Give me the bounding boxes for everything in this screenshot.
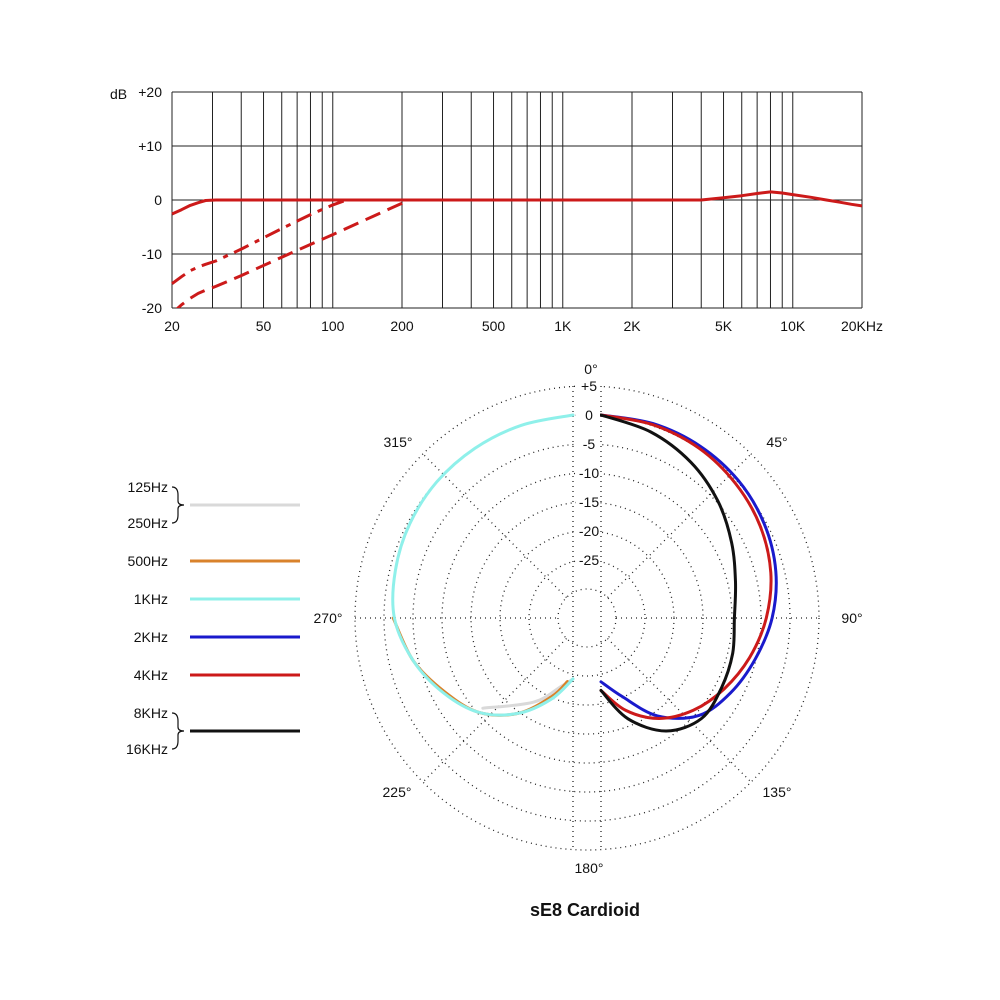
polar-tick-label: 0 [585, 407, 593, 423]
legend-label: 16KHz [126, 741, 168, 757]
frequency-response-line-dashed [175, 198, 702, 308]
legend-brace [171, 712, 185, 750]
x-tick-label: 50 [256, 318, 272, 334]
frequency-response-line-solid [171, 190, 862, 216]
polar-ring [557, 588, 617, 648]
legend-entry: 500Hz [128, 553, 300, 569]
y-tick-label: +10 [138, 138, 162, 154]
polar-ring [528, 559, 646, 677]
polar-response-2khz [599, 413, 778, 720]
polar-response-8khz-16khz [599, 413, 738, 733]
polar-tick-label-bg [576, 552, 600, 568]
legend-label: 250Hz [128, 515, 168, 531]
y-tick-label: -20 [142, 300, 162, 316]
polar-ring [470, 501, 704, 735]
legend-entry: 125Hz 250Hz [128, 479, 300, 531]
legend-entry: 8KHz 16KHz [126, 705, 300, 757]
x-tick-label: 20 [164, 318, 180, 334]
y-tick-label: -10 [142, 246, 162, 262]
legend-label: 500Hz [128, 553, 168, 569]
legend-brace [171, 486, 185, 524]
angle-label: 315° [384, 434, 413, 450]
legend-label: 1KHz [134, 591, 168, 607]
frequency-tick-labels: 20 50 100 200 500 1K 2K 5K 10K 20KHz +20 +10 0 -10 -20 [138, 84, 883, 334]
frequency-response-line-dash-dot [171, 198, 702, 285]
legend-label: 2KHz [134, 629, 168, 645]
x-tick-label: 1K [554, 318, 572, 334]
legend: 125Hz 250Hz 500Hz 1KHz 2KHz 4KHz 8KHz 16KHz [126, 479, 300, 757]
y-tick-label: 0 [154, 192, 162, 208]
x-tick-label: 10K [780, 318, 806, 334]
legend-label: 8KHz [134, 705, 168, 721]
y-tick-label: +20 [138, 84, 162, 100]
angle-label: 180° [575, 860, 604, 876]
chart-title: sE8 Cardioid [530, 900, 640, 920]
polar-tick-label: -20 [579, 523, 599, 539]
polar-response-1khz [391, 413, 575, 717]
angle-label: 270° [314, 610, 343, 626]
polar-tick-label-bg [576, 465, 600, 481]
legend-entry: 4KHz [134, 667, 300, 683]
x-tick-label: 500 [482, 318, 506, 334]
polar-tick-label-bg [576, 494, 600, 510]
polar-series [391, 413, 778, 733]
angle-label: 0° [584, 361, 597, 377]
polar-tick-label-bg [576, 378, 600, 394]
x-tick-label: 5K [715, 318, 733, 334]
legend-entry: 1KHz [134, 591, 300, 607]
frequency-response-chart: 20 50 100 200 500 1K 2K 5K 10K 20KHz +20 +10 0 -10 -20… [110, 84, 883, 334]
polar-spoke [422, 638, 567, 783]
polar-tick-labels: +5 0 -5 -10 -15 -20 -25 0° 45° 90° 135° 180° 225° 270… [314, 361, 863, 876]
polar-ring [383, 414, 791, 822]
angle-label: 90° [841, 610, 862, 626]
polar-tick-label: +5 [581, 378, 597, 394]
polar-tick-label-bg [576, 436, 600, 452]
x-tick-label: 100 [321, 318, 345, 334]
x-tick-label: 200 [390, 318, 414, 334]
polar-tick-label: -15 [579, 494, 599, 510]
angle-label: 45° [766, 434, 787, 450]
polar-tick-label-bg [576, 523, 600, 539]
polar-ring [499, 530, 675, 706]
legend-label: 4KHz [134, 667, 168, 683]
frequency-y-axis-label: dB [110, 86, 127, 102]
polar-response-4khz [599, 413, 773, 721]
frequency-series [171, 190, 862, 308]
legend-entry: 2KHz [134, 629, 300, 645]
polar-tick-label: -10 [579, 465, 599, 481]
polar-pattern-chart: +5 0 -5 -10 -15 -20 -25 0° 45° 90° 135° 180° 225° 270… [314, 361, 863, 876]
x-tick-label: 2K [623, 318, 641, 334]
polar-tick-label-bg [576, 407, 600, 423]
polar-tick-label: -5 [583, 436, 596, 452]
polar-tick-label: -25 [579, 552, 599, 568]
angle-label: 225° [383, 784, 412, 800]
polar-grid [354, 385, 820, 851]
legend-label: 125Hz [128, 479, 168, 495]
x-tick-label: 20KHz [841, 318, 883, 334]
polar-ring [354, 385, 820, 851]
angle-label: 135° [763, 784, 792, 800]
